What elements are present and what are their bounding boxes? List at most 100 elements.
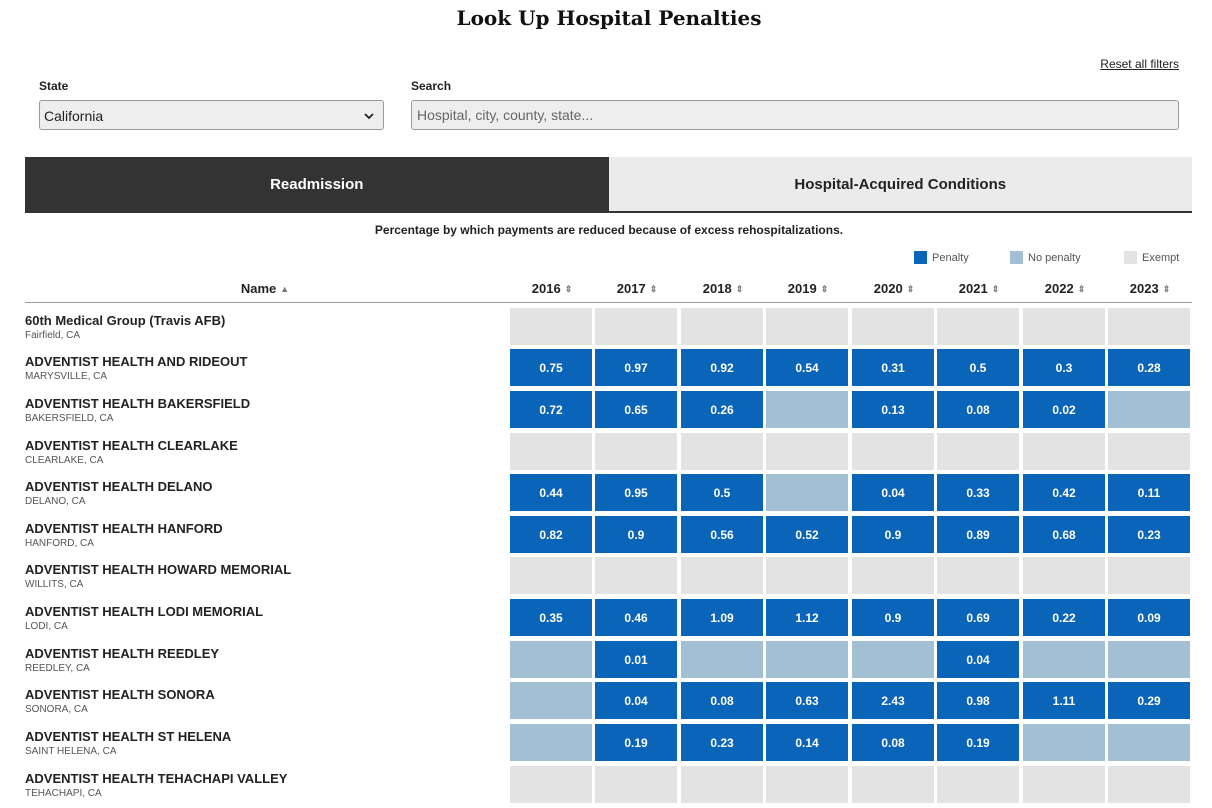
chevron-down-icon: [364, 113, 374, 120]
table-row: 60th Medical Group (Travis AFB) Fairfield…: [25, 304, 1192, 346]
penalty-cell-2018: [681, 308, 763, 345]
penalty-cell-2018: 0.08: [681, 682, 763, 719]
penalty-cell-2019: [766, 766, 848, 803]
penalty-cell-2023: [1108, 557, 1190, 594]
legend-item-no-penalty: No penalty: [1010, 251, 1081, 264]
legend-item-exempt: Exempt: [1124, 251, 1179, 264]
penalty-cell-2018: [681, 433, 763, 470]
name-column-header[interactable]: Name ▲︎: [215, 281, 315, 296]
table-row: ADVENTIST HEALTH LODI MEMORIAL LODI, CA 0.…: [25, 595, 1192, 637]
penalty-cell-2018: 0.92: [681, 349, 763, 386]
year-column-header[interactable]: 2017 ⇕: [596, 281, 678, 296]
penalty-cell-2023: [1108, 308, 1190, 345]
penalty-cell-2023: [1108, 433, 1190, 470]
legend-item-penalty: Penalty: [914, 251, 969, 264]
hospital-location: CLEARLAKE, CA: [25, 455, 104, 466]
year-column-header[interactable]: 2020 ⇕: [853, 281, 935, 296]
penalty-cell-2023: 0.29: [1108, 682, 1190, 719]
penalty-cell-2020: [852, 641, 934, 678]
column-header-label: 2016: [531, 281, 561, 296]
hospital-location: TEHACHAPI, CA: [25, 788, 102, 799]
table-row: ADVENTIST HEALTH AND RIDEOUT MARYSVILLE, …: [25, 345, 1192, 387]
hospital-name: 60th Medical Group (Travis AFB): [25, 313, 226, 328]
hospital-name: ADVENTIST HEALTH SONORA: [25, 687, 215, 702]
penalty-cell-2017: [595, 557, 677, 594]
hospital-location: SONORA, CA: [25, 704, 88, 715]
hospital-name: ADVENTIST HEALTH HOWARD MEMORIAL: [25, 562, 292, 577]
penalty-cell-2020: 0.9: [852, 516, 934, 553]
hospital-name: ADVENTIST HEALTH TEHACHAPI VALLEY: [25, 771, 288, 786]
penalty-cell-2016: 0.72: [510, 391, 592, 428]
penalty-cell-2021: 0.19: [937, 724, 1019, 761]
penalty-cell-2022: 0.68: [1023, 516, 1105, 553]
tab-readmission[interactable]: Readmission: [25, 157, 609, 211]
penalty-cell-2020: [852, 308, 934, 345]
penalty-cell-2021: 0.69: [937, 599, 1019, 636]
legend-label: No penalty: [1028, 251, 1081, 264]
year-column-header[interactable]: 2023 ⇕: [1109, 281, 1191, 296]
penalty-cell-2016: [510, 308, 592, 345]
table-row: ADVENTIST HEALTH CLEARLAKE CLEARLAKE, CA: [25, 429, 1192, 471]
penalty-cell-2018: 0.56: [681, 516, 763, 553]
penalty-cell-2022: 0.22: [1023, 599, 1105, 636]
penalty-cell-2020: 0.9: [852, 599, 934, 636]
penalty-cell-2020: 0.04: [852, 474, 934, 511]
sort-icon: ⇕: [820, 284, 829, 294]
tab-hospital-acquired-conditions[interactable]: Hospital-Acquired Conditions: [608, 157, 1192, 211]
search-input[interactable]: [411, 100, 1179, 130]
sort-icon: ⇕: [649, 284, 658, 294]
hospital-location: REEDLEY, CA: [25, 663, 90, 674]
penalty-cell-2017: [595, 308, 677, 345]
year-column-header[interactable]: 2018 ⇕: [682, 281, 764, 296]
penalty-cell-2019: [766, 391, 848, 428]
year-column-header[interactable]: 2016 ⇕: [511, 281, 593, 296]
year-column-header[interactable]: 2022 ⇕: [1024, 281, 1106, 296]
table-subtitle: Percentage by which payments are reduced…: [374, 223, 844, 237]
sort-icon: ⇕: [735, 284, 744, 294]
year-column-header[interactable]: 2019 ⇕: [767, 281, 849, 296]
hospital-location: WILLITS, CA: [25, 579, 84, 590]
penalty-cell-2022: [1023, 724, 1105, 761]
column-header-label: 2017: [616, 281, 646, 296]
penalty-cell-2017: 0.04: [595, 682, 677, 719]
hospital-name: ADVENTIST HEALTH HANFORD: [25, 521, 223, 536]
penalty-cell-2016: [510, 682, 592, 719]
column-header-label: 2019: [787, 281, 817, 296]
table-row: ADVENTIST HEALTH REEDLEY REEDLEY, CA 0.01 0…: [25, 637, 1192, 679]
penalty-cell-2023: [1108, 391, 1190, 428]
legend-swatch-no-penalty: [1010, 251, 1023, 264]
penalty-cell-2017: 0.65: [595, 391, 677, 428]
column-header-label: 2018: [702, 281, 732, 296]
sort-icon: ⇕: [991, 284, 1000, 294]
penalty-cell-2019: [766, 557, 848, 594]
penalty-cell-2020: 0.31: [852, 349, 934, 386]
penalty-cell-2022: [1023, 766, 1105, 803]
penalty-cell-2021: [937, 308, 1019, 345]
state-select[interactable]: California: [39, 100, 384, 130]
penalty-cell-2021: 0.04: [937, 641, 1019, 678]
penalty-cell-2021: [937, 433, 1019, 470]
hospital-name: ADVENTIST HEALTH BAKERSFIELD: [25, 396, 251, 411]
year-column-header[interactable]: 2021 ⇕: [938, 281, 1020, 296]
penalty-cell-2022: 0.42: [1023, 474, 1105, 511]
hospital-location: DELANO, CA: [25, 496, 86, 507]
penalty-cell-2023: 0.23: [1108, 516, 1190, 553]
penalty-cell-2021: [937, 766, 1019, 803]
sort-icon: ⇕: [1077, 284, 1086, 294]
penalty-cell-2019: [766, 641, 848, 678]
penalty-cell-2019: [766, 433, 848, 470]
reset-filters-link[interactable]: Reset all filters: [1100, 57, 1179, 71]
penalty-cell-2017: [595, 766, 677, 803]
penalty-cell-2022: 0.02: [1023, 391, 1105, 428]
penalty-cell-2018: 0.5: [681, 474, 763, 511]
penalty-cell-2023: 0.11: [1108, 474, 1190, 511]
hospital-location: HANFORD, CA: [25, 538, 94, 549]
state-label: State: [39, 79, 69, 93]
penalty-cell-2021: 0.33: [937, 474, 1019, 511]
penalty-cell-2020: [852, 766, 934, 803]
column-header-label: 2020: [873, 281, 903, 296]
penalty-cell-2018: 0.23: [681, 724, 763, 761]
penalty-cell-2020: 2.43: [852, 682, 934, 719]
penalty-cell-2018: [681, 766, 763, 803]
penalty-cell-2017: 0.01: [595, 641, 677, 678]
